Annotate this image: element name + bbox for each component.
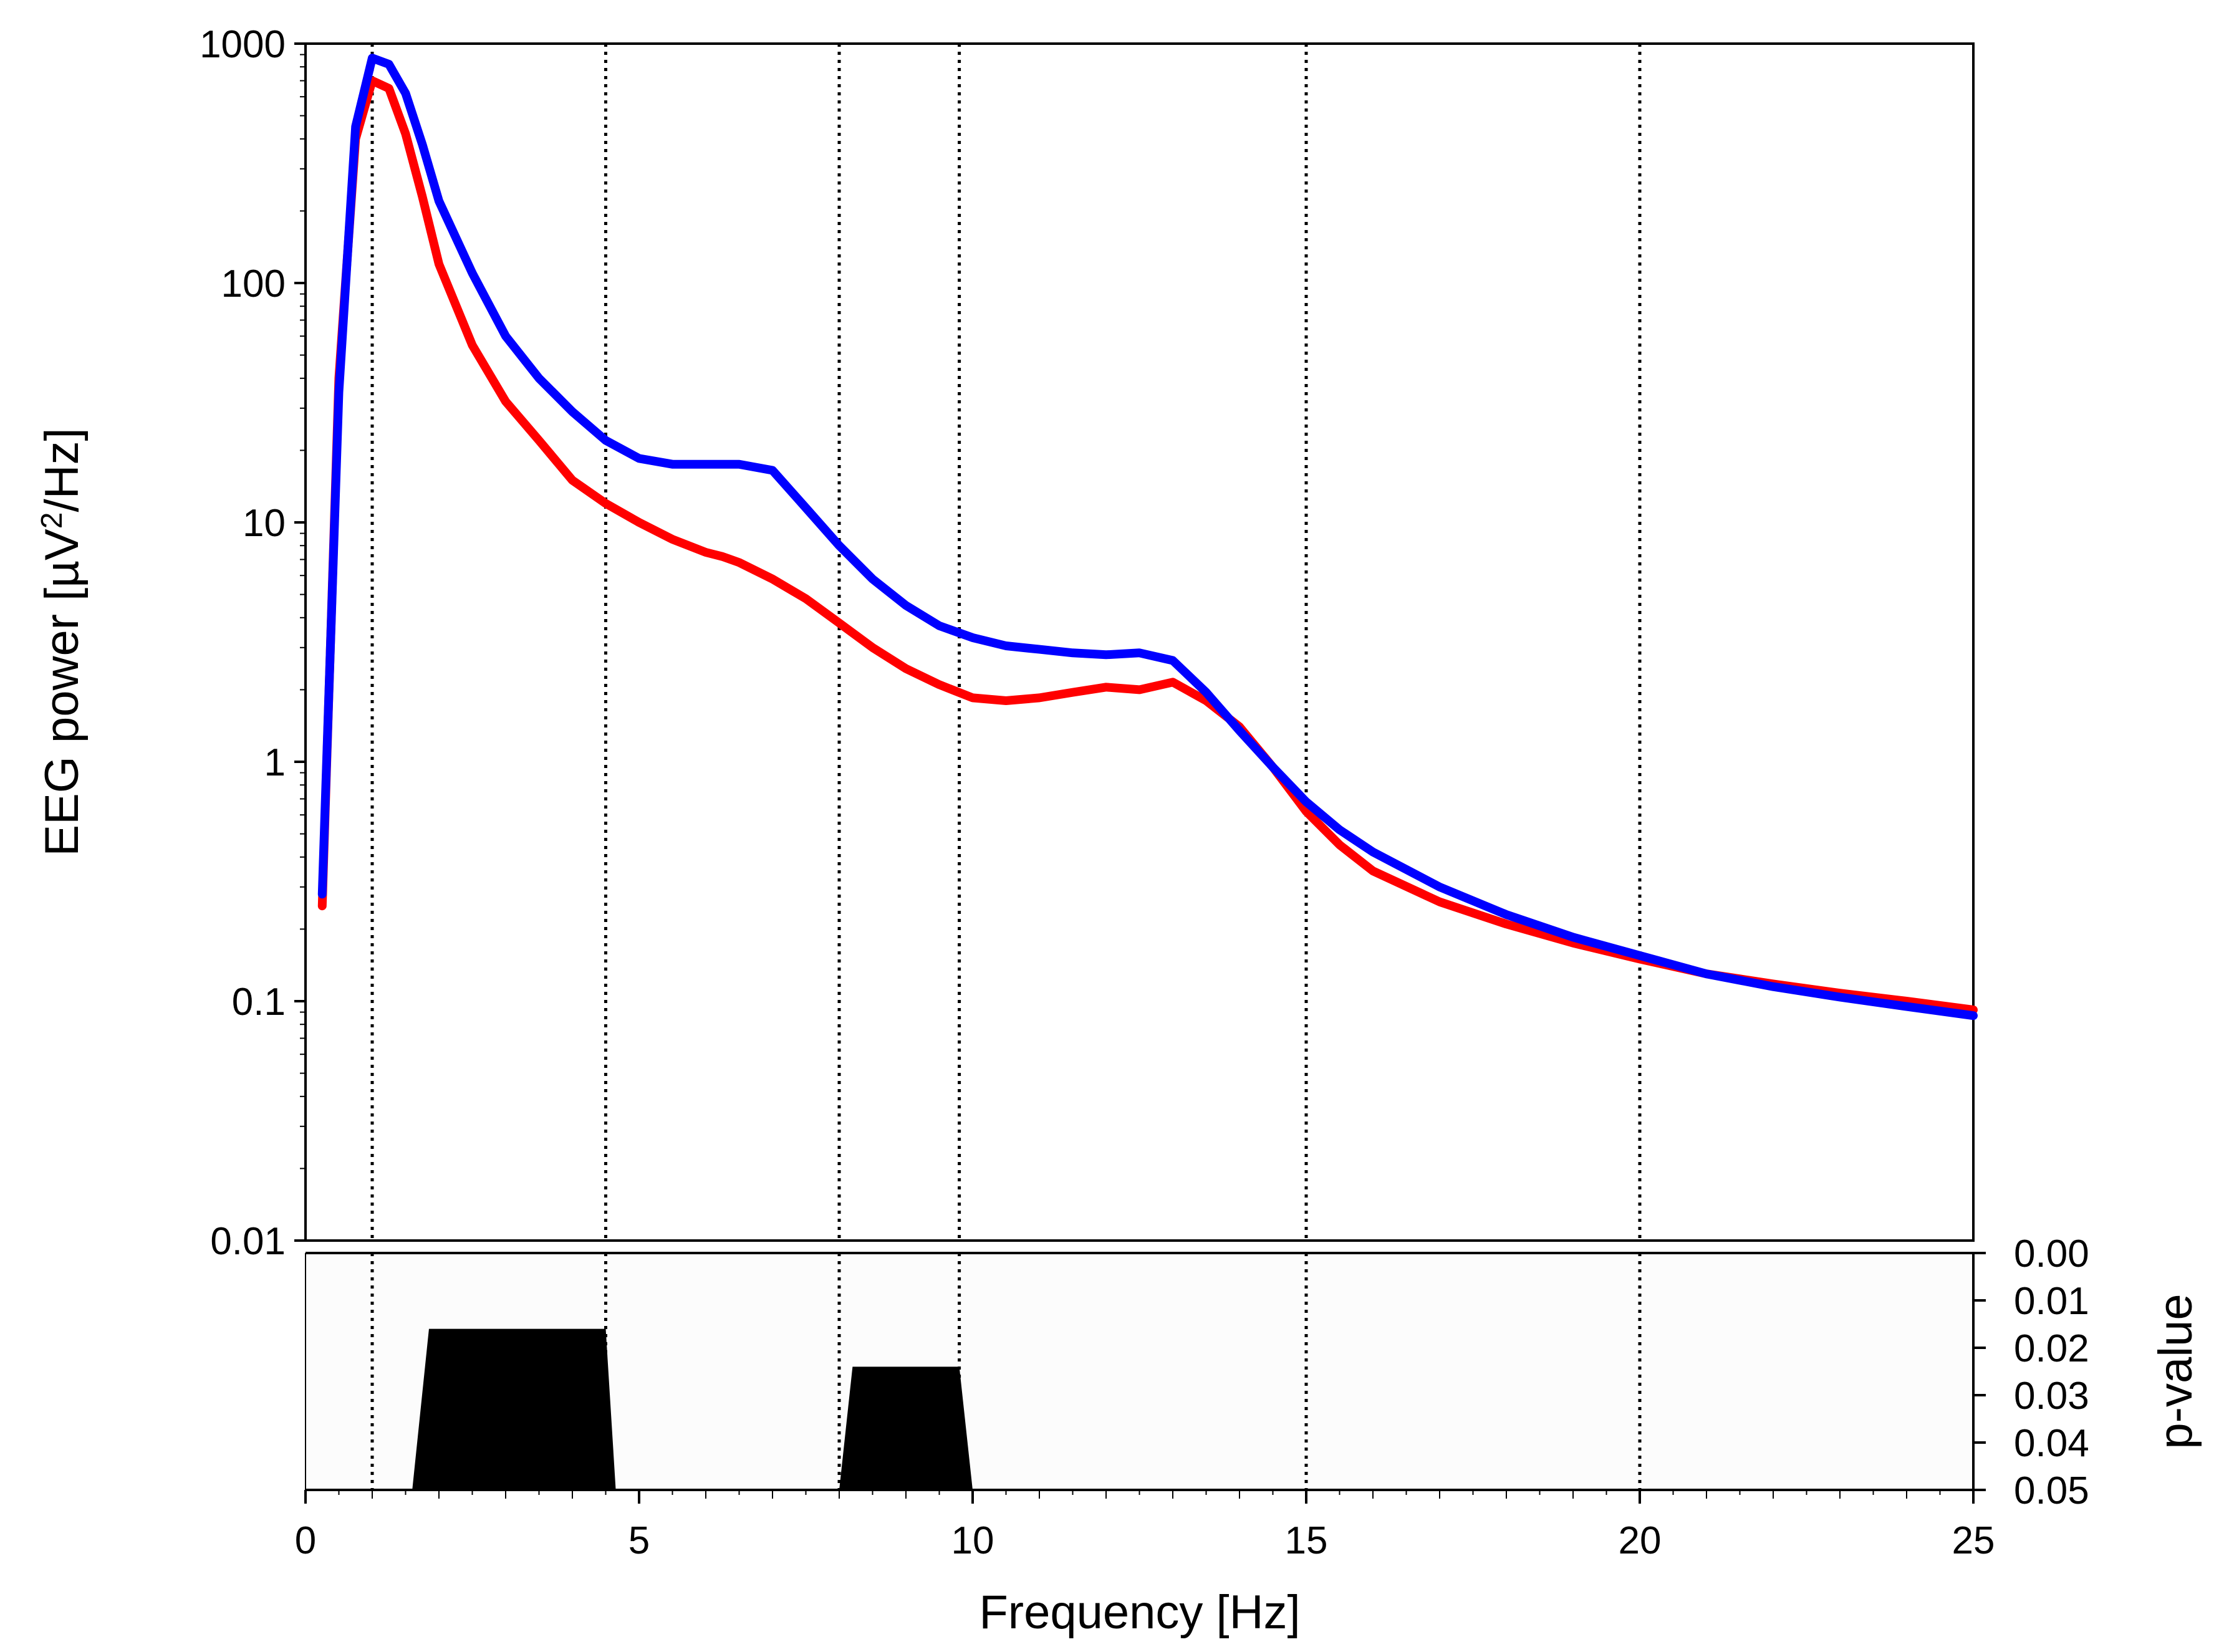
x-tick-label: 20: [1619, 1519, 1662, 1562]
p-value-panel: 0.00 0.010.02 0.030.040.05 p-value: [305, 1232, 2202, 1512]
y-tick-label: 1: [264, 741, 286, 784]
p-value-y-axis: 0.00 0.010.02 0.030.040.05: [1973, 1232, 2089, 1512]
power-series-group: [317, 54, 1978, 1020]
y-axis-title-superscript: 2: [36, 512, 69, 529]
x-axis-title: Frequency [Hz]: [979, 1586, 1300, 1639]
frequency-band-gridlines: [370, 44, 1642, 1241]
significance-region: [839, 1366, 973, 1490]
x-tick-label: 10: [951, 1519, 994, 1562]
significance-regions: [412, 1328, 973, 1490]
red-power-series-line: [317, 76, 1978, 1014]
x-tick-label: 25: [1952, 1519, 1995, 1562]
y-tick-label: 10: [243, 502, 286, 545]
p-value-tick-label: 0.01: [2014, 1280, 2089, 1323]
y-axis-title-suffix: /Hz]: [36, 428, 89, 512]
significance-region: [412, 1328, 616, 1490]
top-plot-frame: [304, 42, 1975, 1242]
svg-text:EEG power [µV2/Hz]: EEG power [µV2/Hz]: [36, 428, 89, 856]
x-tick-label: 15: [1285, 1519, 1328, 1562]
blue-power-series-line: [317, 54, 1978, 1020]
eeg-power-panel: 0.01 0.1 1 10 100 1000 EEG power [µV2/Hz]: [36, 23, 1978, 1263]
p-value-tick-label: 0.04: [2014, 1422, 2089, 1465]
y-tick-label: 1000: [200, 23, 286, 66]
y-tick-label: 0.01: [210, 1220, 286, 1263]
p-value-axis-title: p-value: [2149, 1294, 2202, 1449]
x-axis-ticks: 0 5 10 15 20 25: [295, 1490, 1995, 1562]
x-tick-label: 0: [295, 1519, 316, 1562]
p-value-tick-label: 0.02: [2014, 1327, 2089, 1370]
x-tick-label: 5: [628, 1519, 650, 1562]
power-y-axis: 0.01 0.1 1 10 100 1000: [200, 23, 306, 1263]
p-value-tick-label: 0.05: [2014, 1469, 2089, 1512]
p-value-tick-label: 0.03: [2014, 1375, 2089, 1418]
y-tick-label: 100: [221, 262, 286, 305]
y-axis-title-main: EEG power [µV: [36, 529, 89, 857]
power-y-axis-title: EEG power [µV2/Hz]: [36, 428, 89, 856]
y-tick-label: 0.1: [232, 981, 286, 1024]
p-value-tick-label: 0.00: [2014, 1232, 2089, 1275]
frequency-x-axis: 0 5 10 15 20 25 Frequency [Hz]: [295, 1489, 1995, 1639]
